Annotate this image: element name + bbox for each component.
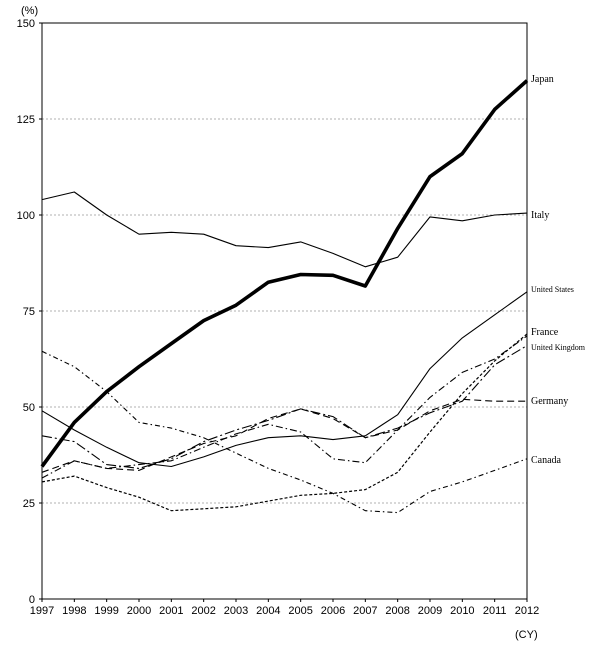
series-line-united-kingdom bbox=[41, 345, 528, 469]
x-tick-label: 2000 bbox=[127, 605, 151, 617]
series-line-united-states bbox=[41, 291, 528, 468]
gridlines bbox=[42, 118, 527, 504]
y-tick-label: 75 bbox=[23, 306, 35, 318]
x-tick-label: 2011 bbox=[483, 605, 507, 617]
x-tick-label: 2010 bbox=[450, 605, 474, 617]
y-tick-label: 50 bbox=[23, 402, 35, 414]
x-tick-label: 1999 bbox=[94, 605, 118, 617]
x-tick-label: 2005 bbox=[288, 605, 312, 617]
x-tick-label: 2002 bbox=[191, 605, 215, 617]
x-tick-label: 1997 bbox=[30, 605, 54, 617]
series-label-united-states: United States bbox=[531, 285, 574, 294]
y-tick-label: 125 bbox=[17, 114, 35, 126]
series-line-unlabeled-7 bbox=[41, 333, 528, 512]
y-tick-label: 0 bbox=[29, 594, 35, 606]
x-axis-unit: (CY) bbox=[515, 629, 538, 641]
y-tick-label: 150 bbox=[17, 18, 35, 30]
series-label-italy: Italy bbox=[531, 210, 549, 221]
series-line-italy bbox=[41, 191, 528, 268]
x-tick-label: 2008 bbox=[385, 605, 409, 617]
series-line-canada bbox=[41, 350, 528, 514]
series-label-germany: Germany bbox=[531, 396, 568, 407]
y-tick-label: 25 bbox=[23, 498, 35, 510]
series-label-united-kingdom: United Kingdom bbox=[531, 343, 586, 352]
series-label-japan: Japan bbox=[531, 74, 554, 85]
x-tick-labels: 1997 1998 1999 2000 2001 2002 2003 2004 2005 2006… bbox=[30, 599, 539, 617]
x-tick-label: 2004 bbox=[256, 605, 280, 617]
y-axis-unit: (%) bbox=[21, 5, 38, 17]
x-tick-label: 2003 bbox=[224, 605, 248, 617]
x-tick-label: 1998 bbox=[62, 605, 86, 617]
series-line-germany bbox=[41, 398, 527, 473]
series-lines bbox=[40, 79, 529, 514]
series-labels: Japan Italy United States France United King… bbox=[531, 74, 586, 466]
series-label-france: France bbox=[531, 327, 559, 338]
x-tick-label: 2007 bbox=[353, 605, 377, 617]
series-label-canada: Canada bbox=[531, 455, 562, 466]
x-tick-label: 2006 bbox=[321, 605, 345, 617]
x-tick-label: 2009 bbox=[418, 605, 442, 617]
x-tick-label: 2001 bbox=[159, 605, 183, 617]
series-line-japan bbox=[40, 79, 529, 468]
x-tick-label: 2012 bbox=[515, 605, 539, 617]
y-tick-labels: 0 25 50 75 100 125 150 bbox=[17, 18, 42, 606]
y-tick-label: 100 bbox=[17, 210, 35, 222]
